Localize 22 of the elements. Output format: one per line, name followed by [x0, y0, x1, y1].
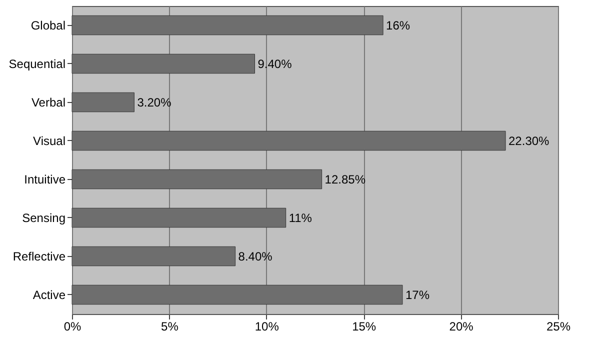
x-tick-label: 0% — [64, 320, 82, 334]
y-tick-label: Global — [30, 18, 66, 32]
data-label: 11% — [288, 210, 312, 225]
y-tick-label: Visual — [33, 134, 66, 148]
y-tick-label: Active — [32, 288, 66, 302]
data-label: 12.85% — [324, 172, 366, 186]
x-tick-label: 5% — [161, 320, 179, 334]
x-tick-label: 10% — [254, 320, 280, 334]
data-label: 17% — [405, 288, 430, 302]
x-tick-label: 15% — [352, 320, 376, 334]
data-label: 16% — [386, 18, 410, 32]
y-tick-label: Verbal — [31, 95, 66, 110]
data-label: 9.40% — [258, 56, 292, 71]
data-label: 22.30% — [508, 134, 550, 148]
data-label: 3.20% — [137, 95, 172, 110]
x-tick-label: 20% — [449, 320, 474, 334]
y-tick-label: Intuitive — [24, 172, 66, 186]
y-tick-label: Reflective — [12, 249, 66, 264]
x-tick-label: 25% — [546, 320, 571, 334]
y-tick-label: Sequential — [8, 56, 66, 71]
data-label: 8.40% — [238, 249, 273, 264]
y-tick-label: Sensing — [22, 210, 66, 225]
